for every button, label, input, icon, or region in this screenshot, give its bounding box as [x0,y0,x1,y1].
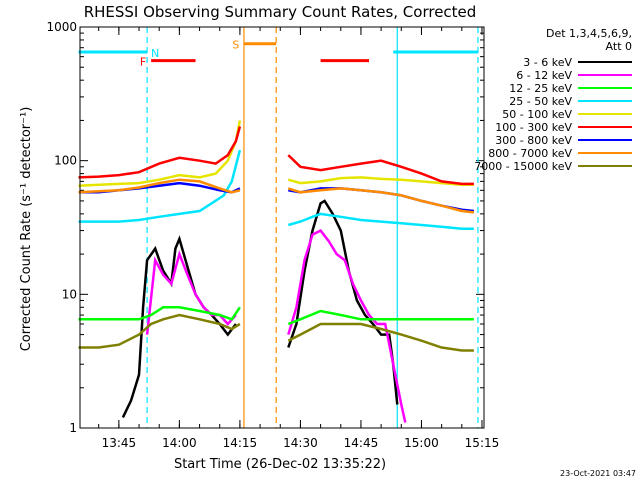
series-line-2 [287,309,474,326]
x-tick-label: 13:45 [102,436,137,450]
series-line-3 [287,212,474,230]
x-tick-label: 14:45 [344,436,379,450]
x-tick-label: 15:00 [404,436,439,450]
series-line-2 [78,306,241,321]
legend-header-line1: Det 1,3,4,5,6,9, [546,27,632,40]
series-line-0 [287,199,399,405]
series-line-8 [78,313,241,349]
legend-label-7: 800 - 7000 keV [488,147,572,160]
series-line-7 [287,187,475,214]
series-line-1 [287,229,407,423]
y-tick-label: 10 [62,287,77,301]
x-axis-label: Start Time (26-Dec-02 13:35:22) [174,457,386,472]
series-line-5 [78,126,242,179]
legend-label-1: 6 - 12 keV [516,69,572,82]
legend-header-line2: Att 0 [606,40,632,53]
x-tick-label: 14:00 [162,436,197,450]
legend-label-2: 12 - 25 keV [509,82,572,95]
plot-area: NF S [78,26,485,429]
flag-label-S: S [232,39,239,52]
legend-label-4: 50 - 100 keV [502,108,572,121]
series-line-8 [287,322,474,352]
plot-frame [79,26,485,429]
legend-label-3: 25 - 50 keV [509,95,572,108]
x-tick-label: 15:15 [465,436,500,450]
y-tick-label: 1000 [46,20,77,34]
legend-label-5: 100 - 300 keV [495,121,572,134]
legend-label-0: 3 - 6 keV [523,56,572,69]
x-tick-label: 14:15 [223,436,258,450]
series-line-7 [78,178,241,194]
y-axis-label: Corrected Count Rate (s⁻¹ detector⁻¹) [19,107,34,352]
chart-title: RHESSI Observing Summary Count Rates, Co… [84,3,477,21]
series-line-4 [78,120,242,187]
series-line-5 [287,154,474,186]
footer-date: 23-Oct-2021 03:47 [560,469,636,478]
series-line-4 [287,176,474,187]
legend-label-8: 7000 - 15000 keV [474,160,572,173]
y-tick-label: 1 [69,421,77,435]
y-tick-label: 100 [54,154,77,168]
flag-label-F: F [140,56,146,69]
series-line-0 [121,235,237,418]
y-tick-labels: 1 10 100 1000 [46,20,77,435]
x-tick-label: 14:30 [283,436,318,450]
flag-label-N: N [151,47,159,60]
x-tick-labels: 13:45 14:00 14:15 14:30 14:45 15:00 15:15 [102,436,500,450]
legend-label-6: 300 - 800 keV [495,134,572,147]
